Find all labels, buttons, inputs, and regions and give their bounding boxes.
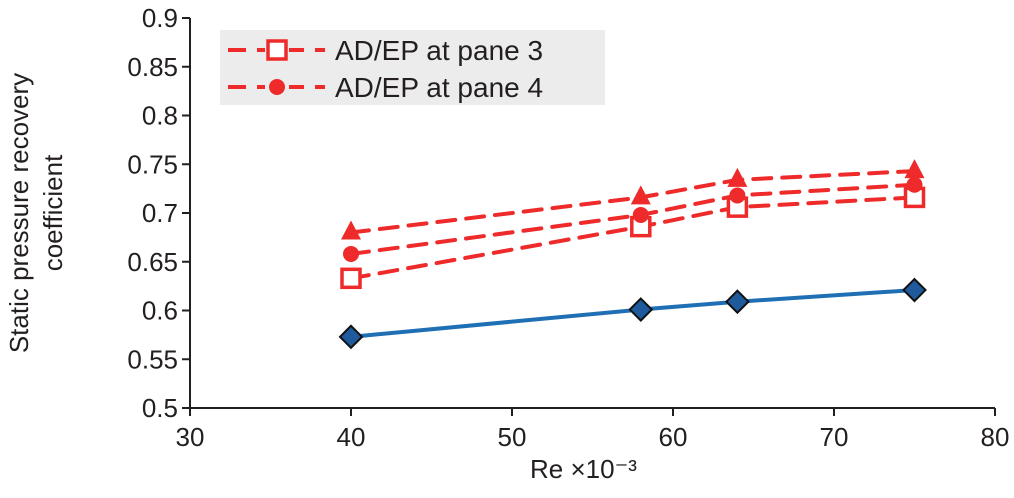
y-tick-label: 0.6: [142, 296, 178, 326]
series-line: [349, 195, 917, 281]
x-tick-label: 80: [981, 422, 1010, 452]
series-3: [341, 159, 925, 240]
y-tick-label: 0.85: [127, 52, 178, 82]
x-tick-label: 40: [337, 422, 366, 452]
data-point-triangle: [904, 159, 925, 179]
y-tick-label: 0.8: [142, 101, 178, 131]
y-tick-label: 0.55: [127, 344, 178, 374]
series-2: [343, 176, 923, 262]
data-point-triangle: [341, 220, 361, 240]
series-line: [349, 169, 917, 235]
legend-label: AD/EP at pane 3: [335, 35, 543, 66]
y-tick-label: 0.5: [142, 393, 178, 423]
series-line: [350, 288, 915, 339]
y-tick-label: 0.9: [142, 3, 178, 33]
series-0: [338, 277, 927, 350]
y-axis-label-line1: Static pressure recovery: [4, 73, 34, 353]
x-axis-label: Re ×10⁻³: [530, 454, 637, 484]
legend-label: AD/EP at pane 4: [335, 72, 543, 103]
data-point-circle: [906, 176, 923, 193]
data-point-square: [340, 267, 362, 290]
data-point-triangle: [727, 167, 748, 187]
x-tick-label: 30: [176, 422, 205, 452]
y-tick-label: 0.75: [127, 149, 178, 179]
series-line: [349, 182, 917, 256]
data-point-circle: [343, 245, 359, 262]
x-tick-label: 50: [498, 422, 527, 452]
data-point-diamond: [628, 297, 654, 322]
y-axis-label-line2: coefficient: [38, 154, 68, 271]
data-point-diamond: [338, 324, 364, 350]
legend-marker-square: [266, 39, 288, 61]
x-tick-label: 70: [820, 422, 849, 452]
y-tick-label: 0.65: [127, 247, 178, 277]
x-tick-label: 60: [659, 422, 688, 452]
data-point-circle: [632, 206, 649, 223]
data-point-circle: [729, 187, 746, 204]
data-point-diamond: [724, 289, 750, 315]
y-tick-label: 0.7: [142, 198, 178, 228]
legend: AD/EP at pane 3 AD/EP at pane 4: [220, 30, 605, 105]
data-point-diamond: [902, 277, 927, 303]
legend-marker-circle: [269, 79, 285, 95]
data-point-triangle: [630, 185, 651, 205]
